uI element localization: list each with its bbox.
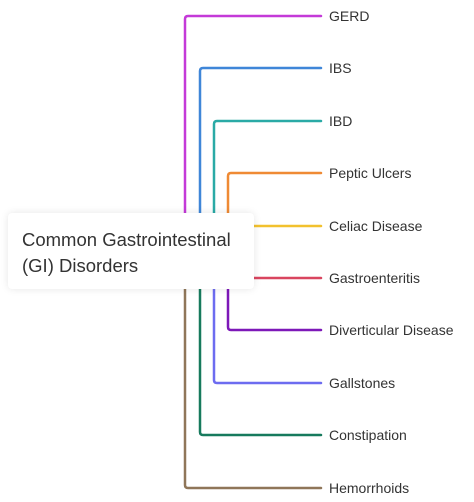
connector-peptic-ulcers [226, 171, 323, 232]
branch-label-hemorrhoids: Hemorrhoids [329, 480, 410, 496]
connector-gerd [183, 14, 323, 232]
connector-gallstones [212, 273, 323, 385]
branch-label-gallstones: Gallstones [329, 375, 396, 391]
connector-diverticular-disease [226, 273, 323, 332]
connector-ibd [212, 119, 323, 232]
connector-constipation [198, 273, 323, 437]
branch-label-gerd: GERD [329, 8, 370, 24]
branch-label-peptic-ulcers: Peptic Ulcers [329, 165, 412, 181]
root-node: Common Gastrointestinal (GI) Disorders [8, 213, 254, 289]
branch-label-diverticular-disease: Diverticular Disease [329, 322, 454, 338]
branch-label-ibs: IBS [329, 60, 352, 76]
root-title: Common Gastrointestinal (GI) Disorders [22, 229, 231, 276]
connector-ibs [198, 66, 323, 232]
branch-label-constipation: Constipation [329, 427, 407, 443]
branch-label-ibd: IBD [329, 113, 353, 129]
connector-hemorrhoids [183, 273, 323, 490]
branch-label-gastroenteritis: Gastroenteritis [329, 270, 421, 286]
branch-label-celiac-disease: Celiac Disease [329, 218, 423, 234]
